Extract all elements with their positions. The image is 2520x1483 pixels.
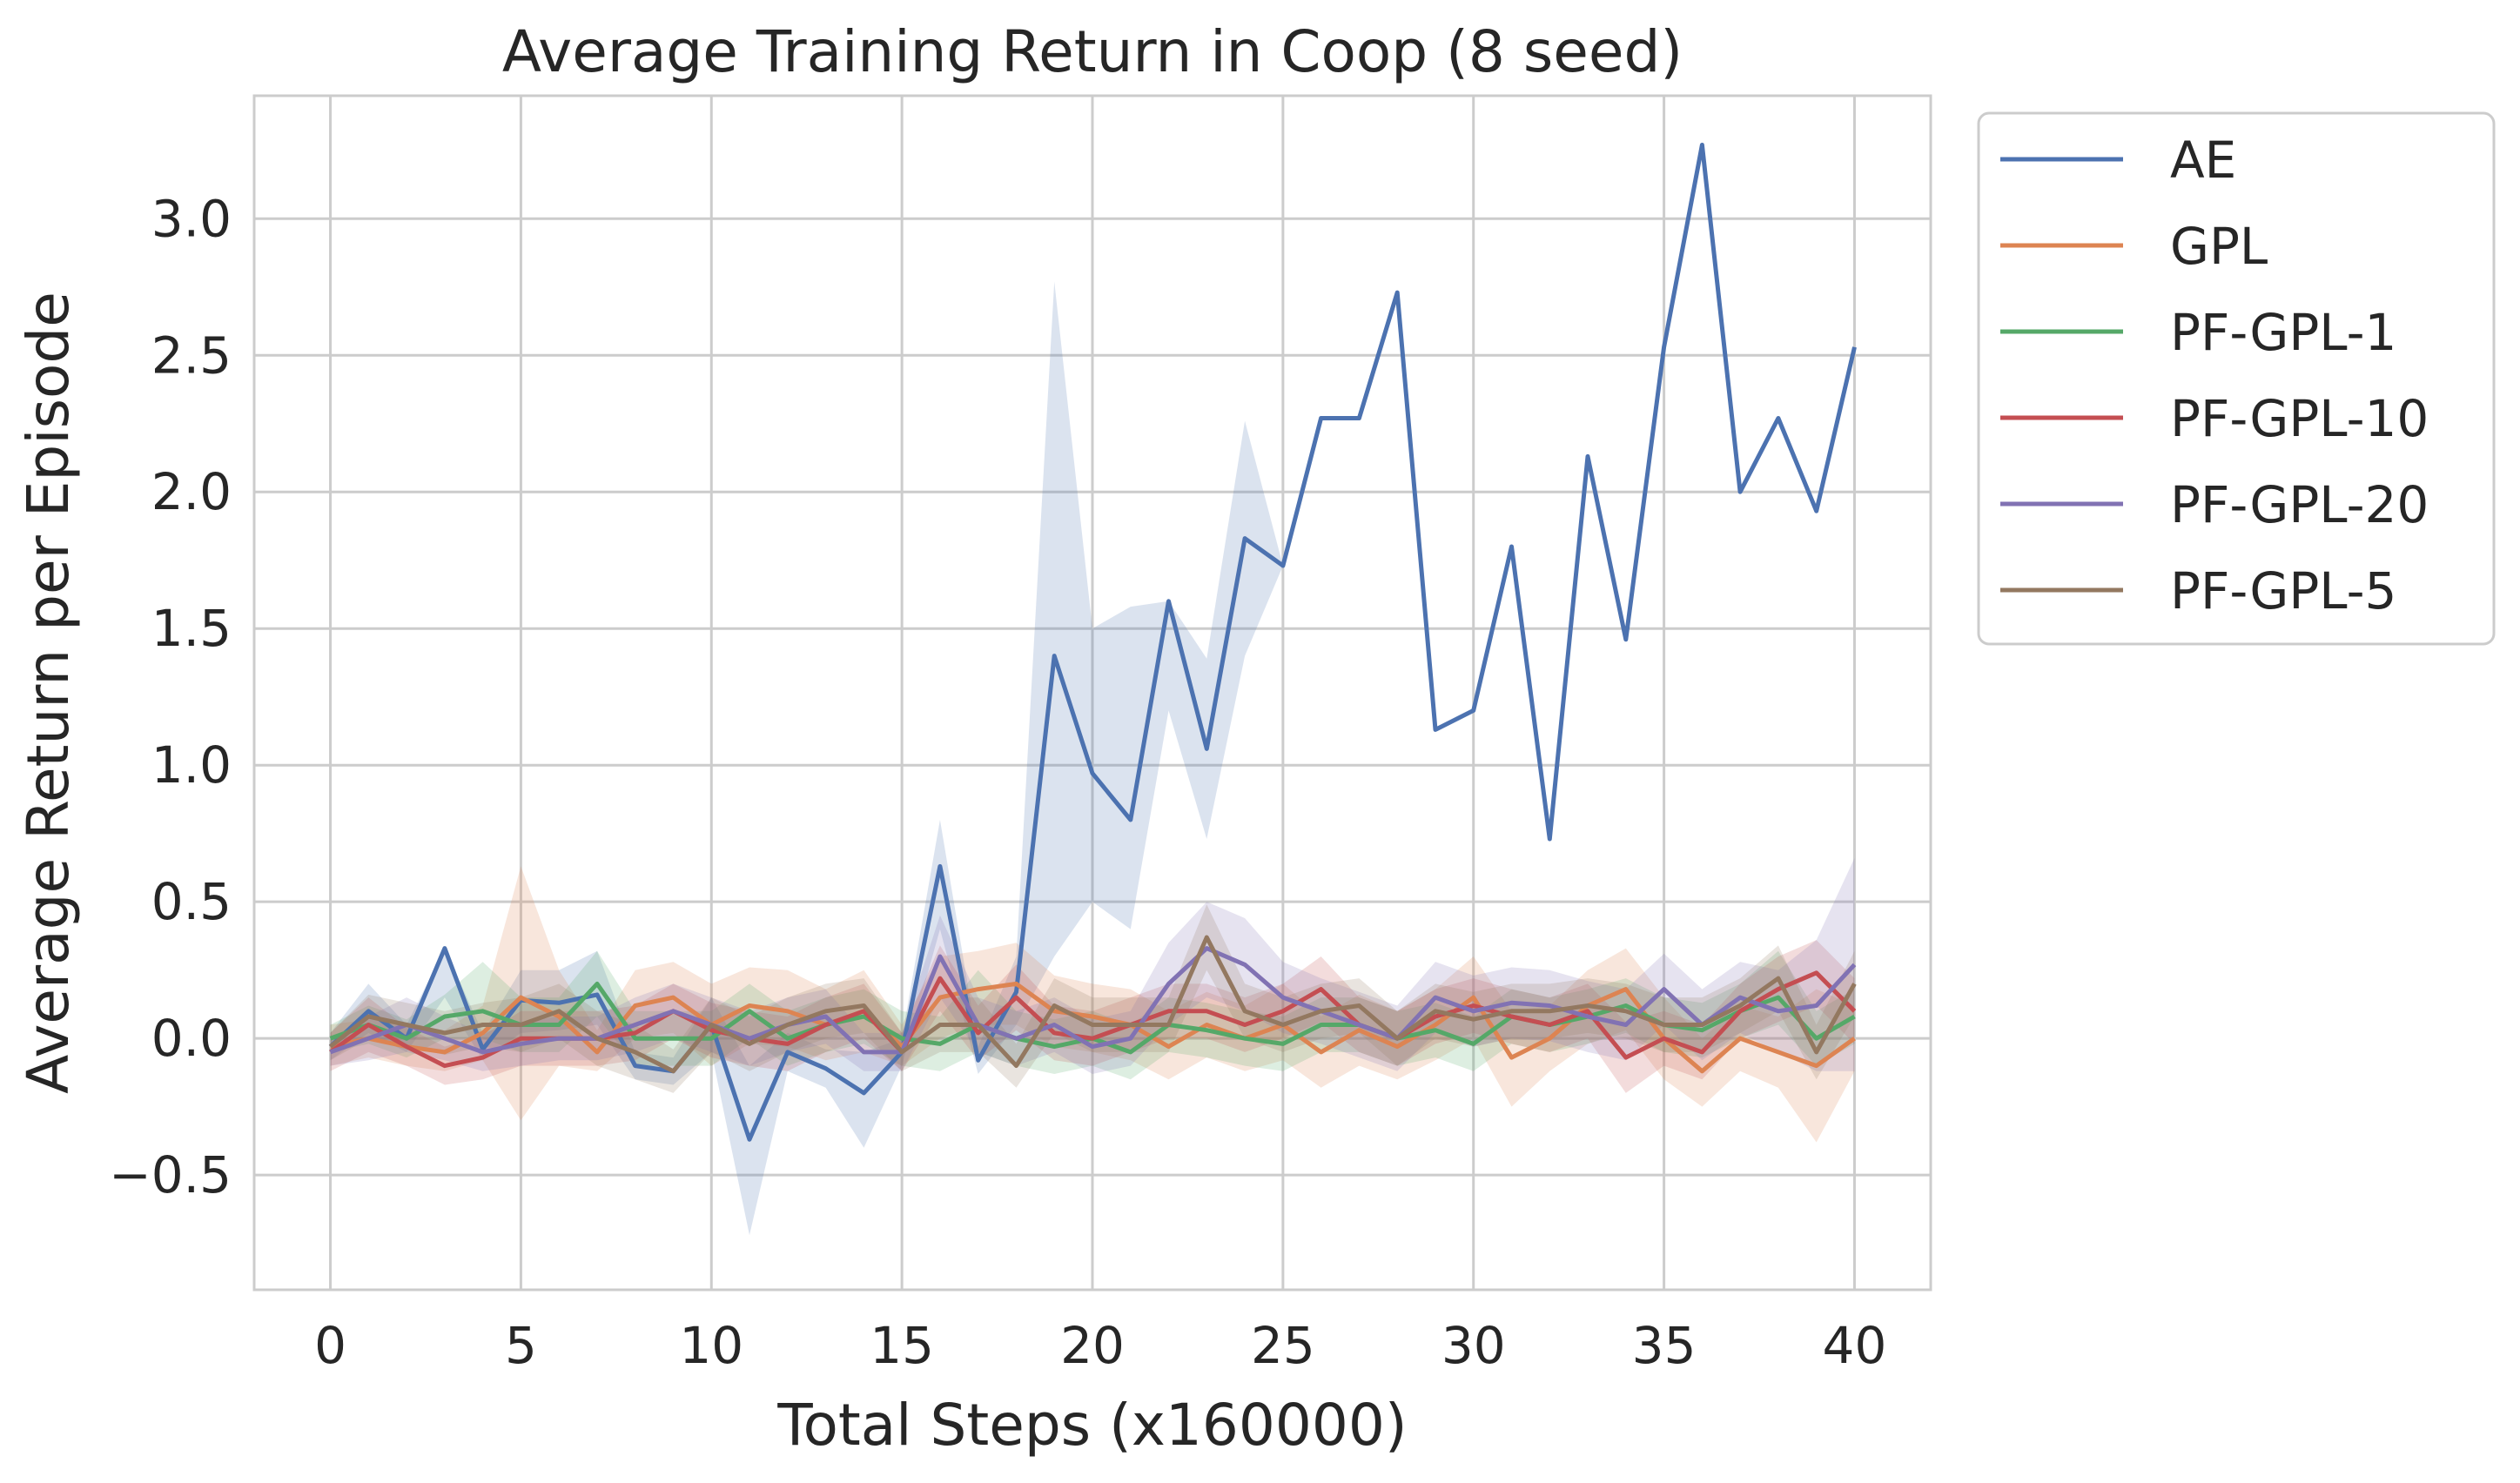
series-lines [328,143,1857,1142]
legend: AE GPL PF-GPL-1 PF-GPL-10 PF-GPL-20 PF-GPL-5 [1977,111,2496,646]
series-line-pf-gpl-20 [329,946,1857,1055]
band-ae [330,144,1855,1236]
legend-label-pf-gpl-1: PF-GPL-1 [2170,303,2396,362]
x-tick-label: 35 [1632,1316,1697,1375]
band-gpl [330,866,1855,1143]
y-tick-label: 2.0 [151,462,232,521]
legend-label-pf-gpl-5: PF-GPL-5 [2170,561,2396,621]
x-tick-label: 5 [505,1316,537,1375]
x-tick-label: 0 [314,1316,346,1375]
plot-area-frame [252,94,1932,1292]
y-tick-label: 1.5 [151,599,232,658]
legend-label-pf-gpl-20: PF-GPL-20 [2170,475,2429,534]
legend-label-gpl: GPL [2170,217,2268,276]
y-axis-title: Average Return per Episode [15,292,82,1094]
legend-label-ae: AE [2170,131,2236,190]
y-tick-labels: −0.5 0.0 0.5 1.0 1.5 2.0 2.5 3.0 [109,189,232,1205]
y-tick-label: −0.5 [109,1145,232,1205]
x-tick-label: 25 [1251,1316,1315,1375]
y-tick-label: 3.0 [151,189,232,248]
x-tick-labels: 0 5 10 15 20 25 30 35 40 [314,1316,1886,1375]
x-tick-label: 15 [870,1316,934,1375]
y-tick-label: 0.0 [151,1009,232,1068]
y-tick-label: 0.5 [151,872,232,931]
chart-title: Average Training Return in Coop (8 seed) [502,18,1683,85]
y-tick-label: 2.5 [151,325,232,385]
series-line-pf-gpl-5 [328,935,1857,1074]
legend-label-pf-gpl-10: PF-GPL-10 [2170,389,2429,448]
y-tick-label: 1.0 [151,735,232,795]
x-tick-label: 10 [679,1316,743,1375]
x-tick-label: 40 [1823,1316,1887,1375]
x-tick-label: 30 [1441,1316,1506,1375]
x-axis-title: Total Steps (x160000) [776,1392,1407,1459]
x-tick-label: 20 [1060,1316,1125,1375]
